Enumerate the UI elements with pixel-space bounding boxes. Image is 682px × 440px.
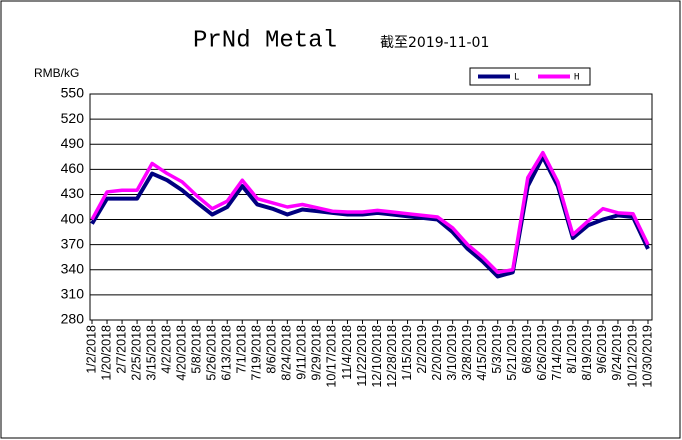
x-tick-label: 4/20/2018	[174, 325, 188, 381]
x-tick-label: 6/8/2019	[520, 325, 534, 374]
x-tick-label: 1/2/2018	[84, 325, 98, 374]
x-tick-label: 5/21/2019	[505, 325, 519, 381]
y-tick-label: 310	[61, 286, 85, 302]
legend-label: H	[574, 73, 579, 83]
x-tick-label: 12/10/2018	[370, 325, 384, 388]
x-tick-label: 2/2/2019	[415, 325, 429, 374]
x-tick-label: 11/4/2018	[340, 325, 354, 380]
x-tick-label: 10/12/2019	[625, 325, 639, 388]
y-tick-label: 370	[61, 235, 85, 251]
x-tick-label: 10/30/2019	[640, 325, 654, 388]
y-tick-label: 340	[61, 260, 85, 276]
chart-subtitle: 截至2019-11-01	[380, 35, 489, 51]
y-axis-label: RMB/kG	[34, 66, 79, 80]
x-tick-label: 8/6/2018	[265, 325, 279, 374]
legend	[469, 67, 591, 86]
x-tick-label: 6/26/2019	[535, 325, 549, 381]
x-tick-label: 2/25/2018	[129, 325, 143, 381]
x-tick-label: 7/14/2019	[550, 325, 564, 381]
x-tick-label: 7/19/2018	[250, 325, 264, 381]
line-series	[90, 154, 650, 279]
x-tick-label: 8/19/2019	[580, 325, 594, 381]
x-tick-label: 2/20/2019	[430, 325, 444, 381]
x-tick-label: 12/28/2018	[385, 325, 399, 388]
y-tick-label: 400	[61, 210, 85, 226]
y-tick-label: 460	[61, 160, 85, 176]
y-tick-label: 280	[61, 311, 85, 327]
plot-area	[89, 93, 653, 321]
x-tick-label: 11/22/2018	[355, 325, 369, 387]
x-tick-label: 9/29/2018	[310, 325, 324, 381]
x-tick-label: 2/7/2018	[114, 325, 128, 374]
x-tick-label: 1/15/2019	[400, 325, 414, 381]
x-tick-label: 5/8/2018	[189, 325, 203, 374]
x-tick-label: 4/15/2019	[475, 325, 489, 381]
x-tick-label: 5/26/2018	[205, 325, 219, 381]
x-tick-label: 1/20/2018	[99, 325, 113, 381]
y-tick-label: 430	[61, 185, 85, 201]
y-tick-label: 550	[61, 85, 85, 101]
x-tick-label: 6/13/2018	[220, 325, 234, 381]
x-tick-label: 3/28/2019	[460, 325, 474, 381]
x-tick-label: 5/3/2019	[490, 325, 504, 374]
y-tick-label: 490	[61, 135, 85, 151]
x-tick-label: 8/24/2018	[280, 325, 294, 381]
x-tick-label: 8/1/2019	[565, 325, 579, 374]
x-tick-label: 9/6/2019	[595, 325, 609, 374]
x-tick-label: 4/2/2018	[159, 325, 173, 374]
legend-label: L	[514, 73, 519, 83]
x-tick-label: 3/10/2019	[445, 325, 459, 381]
x-tick-label: 9/24/2019	[610, 325, 624, 381]
line-series	[90, 150, 650, 275]
x-tick-label: 10/17/2018	[325, 325, 339, 388]
chart-title: PrNd Metal	[193, 27, 337, 54]
y-tick-label: 520	[61, 110, 85, 126]
x-tick-label: 9/11/2018	[295, 325, 309, 380]
x-tick-label: 7/1/2018	[235, 325, 249, 374]
x-tick-label: 3/15/2018	[144, 325, 158, 381]
